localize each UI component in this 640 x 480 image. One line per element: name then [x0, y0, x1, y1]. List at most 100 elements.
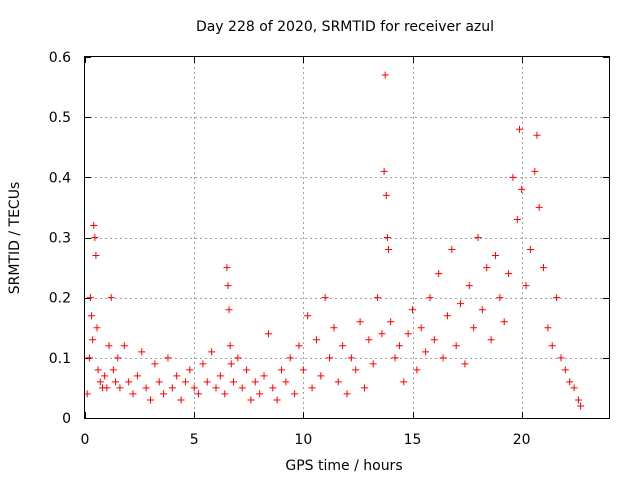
data-point — [334, 378, 342, 386]
data-point — [553, 294, 561, 302]
data-point — [387, 318, 395, 326]
data-point — [89, 336, 97, 344]
data-point — [577, 402, 585, 410]
data-point — [533, 131, 541, 139]
data-point — [404, 330, 412, 338]
x-tick-label: 0 — [81, 432, 90, 448]
data-point — [384, 246, 392, 254]
data-point — [273, 396, 281, 404]
data-point — [417, 324, 425, 332]
data-point — [513, 215, 521, 223]
data-point — [422, 348, 430, 356]
data-point — [90, 221, 98, 229]
data-point — [400, 378, 408, 386]
data-point — [88, 312, 96, 320]
data-point — [518, 185, 526, 193]
data-point — [225, 306, 233, 314]
data-point — [226, 342, 234, 350]
data-point — [227, 360, 235, 368]
data-point — [330, 324, 338, 332]
data-point — [443, 312, 451, 320]
x-tick-label: 5 — [190, 432, 199, 448]
data-point — [295, 342, 303, 350]
data-point — [570, 384, 578, 392]
data-point — [561, 366, 569, 374]
data-point — [155, 378, 163, 386]
data-point — [138, 348, 146, 356]
data-point — [260, 372, 268, 380]
data-point — [286, 354, 294, 362]
data-point — [212, 384, 220, 392]
data-point — [457, 300, 465, 308]
data-point — [243, 366, 251, 374]
data-point — [326, 354, 334, 362]
data-point — [557, 354, 565, 362]
data-point — [151, 360, 159, 368]
data-point — [304, 312, 312, 320]
data-point — [566, 378, 574, 386]
data-point — [487, 336, 495, 344]
data-point — [120, 342, 128, 350]
data-point — [356, 318, 364, 326]
data-point — [224, 282, 232, 290]
x-tick-label: 20 — [513, 432, 531, 448]
data-point — [203, 378, 211, 386]
data-point — [86, 294, 94, 302]
data-point — [365, 336, 373, 344]
x-axis-label: GPS time / hours — [285, 458, 402, 474]
data-point — [256, 390, 264, 398]
data-point — [461, 360, 469, 368]
data-point — [491, 252, 499, 260]
data-point — [531, 167, 539, 175]
data-point — [223, 264, 231, 272]
y-tick-label: 0.4 — [49, 170, 71, 186]
data-point — [199, 360, 207, 368]
data-point — [382, 191, 390, 199]
data-point — [221, 390, 229, 398]
data-point — [413, 366, 421, 374]
data-point — [105, 342, 113, 350]
data-point — [526, 246, 534, 254]
y-tick-label: 0.1 — [49, 351, 71, 367]
data-point — [112, 378, 120, 386]
data-point — [465, 282, 473, 290]
data-point — [435, 270, 443, 278]
data-point — [195, 390, 203, 398]
data-point — [548, 342, 556, 350]
data-point — [142, 384, 150, 392]
data-point — [395, 342, 403, 350]
y-tick-label: 0 — [62, 411, 71, 427]
data-point — [107, 294, 115, 302]
data-point — [540, 264, 547, 272]
data-point — [91, 234, 99, 241]
data-point — [505, 270, 513, 278]
data-point — [474, 234, 482, 241]
data-point — [374, 294, 382, 302]
plot-frame — [84, 56, 610, 419]
data-point — [343, 390, 351, 398]
y-axis-label: SRMTID / TECUs — [7, 182, 23, 295]
data-point — [439, 354, 447, 362]
chart-title: Day 228 of 2020, SRMTID for receiver azu… — [196, 19, 494, 35]
x-tick-label: 10 — [294, 432, 312, 448]
data-point — [234, 354, 242, 362]
data-point — [168, 384, 176, 392]
data-point — [109, 366, 117, 374]
x-tick-labels: 0 5 10 15 20 — [81, 432, 531, 448]
data-point — [308, 384, 316, 392]
data-point — [369, 360, 377, 368]
data-point — [381, 71, 389, 79]
data-point — [160, 390, 168, 398]
y-tick-label: 0.5 — [49, 110, 71, 126]
data-point — [177, 396, 185, 404]
data-point — [85, 354, 93, 362]
data-point — [352, 366, 360, 374]
x-tick-label: 15 — [404, 432, 422, 448]
data-point — [92, 252, 100, 260]
data-points — [83, 71, 585, 410]
data-point — [500, 318, 508, 326]
data-point — [129, 390, 137, 398]
data-point — [378, 330, 386, 338]
data-point — [251, 378, 259, 386]
